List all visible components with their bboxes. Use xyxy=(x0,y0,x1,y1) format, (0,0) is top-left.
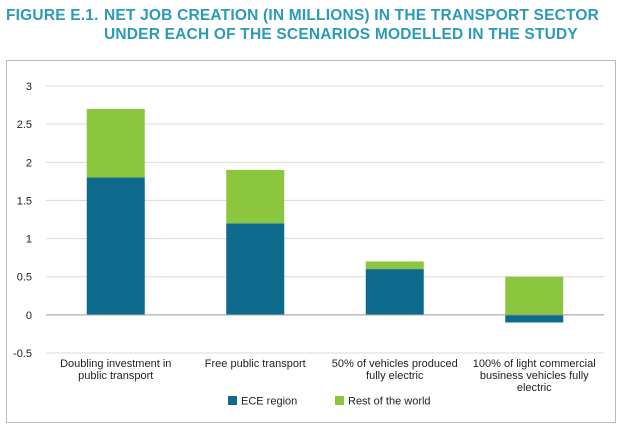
figure-number: FIGURE E.1. xyxy=(6,7,99,24)
bar-rest-of-world-1 xyxy=(86,108,145,178)
bar-ece-region-1 xyxy=(86,177,145,315)
x-category-label: public transport xyxy=(78,370,153,382)
legend-swatch-ece-region xyxy=(228,396,237,405)
y-tick-label: -0.5 xyxy=(13,348,32,360)
legend: ECE region Rest of the world xyxy=(228,396,431,408)
y-tick-label: 3 xyxy=(26,81,32,93)
x-category-label: 50% of vehicles produced xyxy=(332,358,458,370)
figure-title-line-2: UNDER EACH OF THE SCENARIOS MODELLED IN … xyxy=(104,26,578,43)
figure-title-line-1: NET JOB CREATION (IN MILLIONS) IN THE TR… xyxy=(104,7,600,24)
y-tick-label: 2 xyxy=(26,157,32,169)
bar-rest-of-world-2 xyxy=(226,169,285,224)
bars xyxy=(86,108,564,323)
y-tick-label: 1 xyxy=(26,234,32,246)
x-category-label: electric xyxy=(517,382,552,394)
x-category-label: 100% of light commercial xyxy=(473,358,596,370)
y-tick-label: 0 xyxy=(26,310,32,322)
x-category-label: business vehicles fully xyxy=(480,370,589,382)
figure-title: FIGURE E.1. NET JOB CREATION (IN MILLION… xyxy=(6,6,622,44)
y-axis-tick-labels: 3 2.5 2 1.5 1 0.5 0 -0.5 xyxy=(13,81,32,360)
legend-label: Rest of the world xyxy=(348,396,431,408)
bar-ece-region-3 xyxy=(365,269,424,315)
y-tick-label: 0.5 xyxy=(17,272,32,284)
bar-ece-region-2 xyxy=(226,223,285,315)
y-tick-label: 1.5 xyxy=(17,195,32,207)
x-category-label: fully electric xyxy=(366,370,424,382)
x-category-label: Free public transport xyxy=(205,358,306,370)
legend-swatch-rest-of-world xyxy=(335,396,344,405)
chart-frame xyxy=(6,60,616,423)
y-tick-label: 2.5 xyxy=(17,119,32,131)
bar-rest-of-world-4 xyxy=(505,276,564,315)
x-category-label: Doubling investment in xyxy=(60,358,171,370)
bar-rest-of-world-3 xyxy=(365,261,424,270)
legend-label: ECE region xyxy=(241,396,297,408)
bar-ece-region-4 xyxy=(505,314,564,323)
